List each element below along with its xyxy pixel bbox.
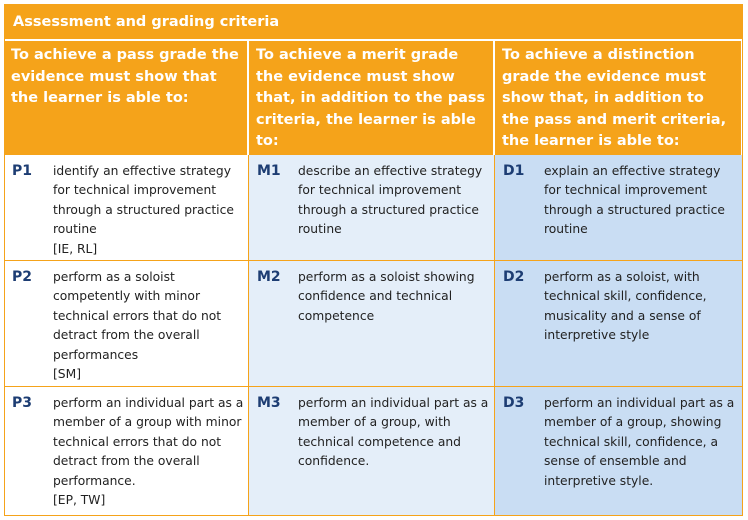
criterion-text: identify an effective strategy for techn… <box>53 164 234 237</box>
criterion-m2: M2 perform as a soloist showing confiden… <box>249 261 495 387</box>
criterion-d1: D1 explain an effective strategy for tec… <box>495 155 743 261</box>
criterion-code: D3 <box>503 395 525 411</box>
criterion-code: P2 <box>12 269 33 285</box>
grading-criteria-table: To achieve a pass grade the evidence mus… <box>4 41 743 516</box>
table-title: Assessment and grading criteria <box>4 4 743 41</box>
criterion-skills-tag: [EP, TW] <box>53 493 106 508</box>
criterion-code: D1 <box>503 163 525 179</box>
criterion-text: explain an effective strategy for techni… <box>544 164 725 237</box>
criterion-text: perform an individual part as a member o… <box>53 396 244 488</box>
criterion-m3: M3 perform an individual part as a membe… <box>249 387 495 516</box>
criterion-code: M3 <box>257 395 281 411</box>
criterion-text: perform as a soloist competently with mi… <box>53 270 222 362</box>
criterion-code: D2 <box>503 269 525 285</box>
pass-column-header: To achieve a pass grade the evidence mus… <box>4 41 249 155</box>
criterion-text: perform as a soloist, with technical ski… <box>544 270 707 343</box>
criterion-p1: P1 identify an effective strategy for te… <box>4 155 249 261</box>
table-border <box>4 4 743 516</box>
criterion-code: P1 <box>12 163 33 179</box>
criterion-text: perform an individual part as a member o… <box>544 396 735 488</box>
distinction-column-header: To achieve a distinction grade the evide… <box>495 41 743 155</box>
criterion-skills-tag: [IE, RL] <box>53 241 98 256</box>
criterion-p2: P2 perform as a soloist competently with… <box>4 261 249 387</box>
criterion-code: M2 <box>257 269 281 285</box>
criterion-text: describe an effective strategy for techn… <box>298 164 483 237</box>
criterion-d3: D3 perform an individual part as a membe… <box>495 387 743 516</box>
criterion-text: perform as a soloist showing confidence … <box>298 270 475 323</box>
criterion-m1: M1 describe an effective strategy for te… <box>249 155 495 261</box>
merit-column-header: To achieve a merit grade the evidence mu… <box>249 41 495 155</box>
criterion-d2: D2 perform as a soloist, with technical … <box>495 261 743 387</box>
criterion-p3: P3 perform an individual part as a membe… <box>4 387 249 516</box>
criterion-code: P3 <box>12 395 33 411</box>
criterion-text: perform an individual part as a member o… <box>298 396 489 469</box>
criterion-code: M1 <box>257 163 281 179</box>
criterion-skills-tag: [SM] <box>53 367 82 382</box>
